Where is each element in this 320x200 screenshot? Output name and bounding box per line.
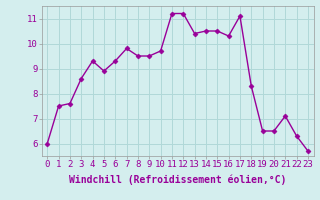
X-axis label: Windchill (Refroidissement éolien,°C): Windchill (Refroidissement éolien,°C) bbox=[69, 175, 286, 185]
